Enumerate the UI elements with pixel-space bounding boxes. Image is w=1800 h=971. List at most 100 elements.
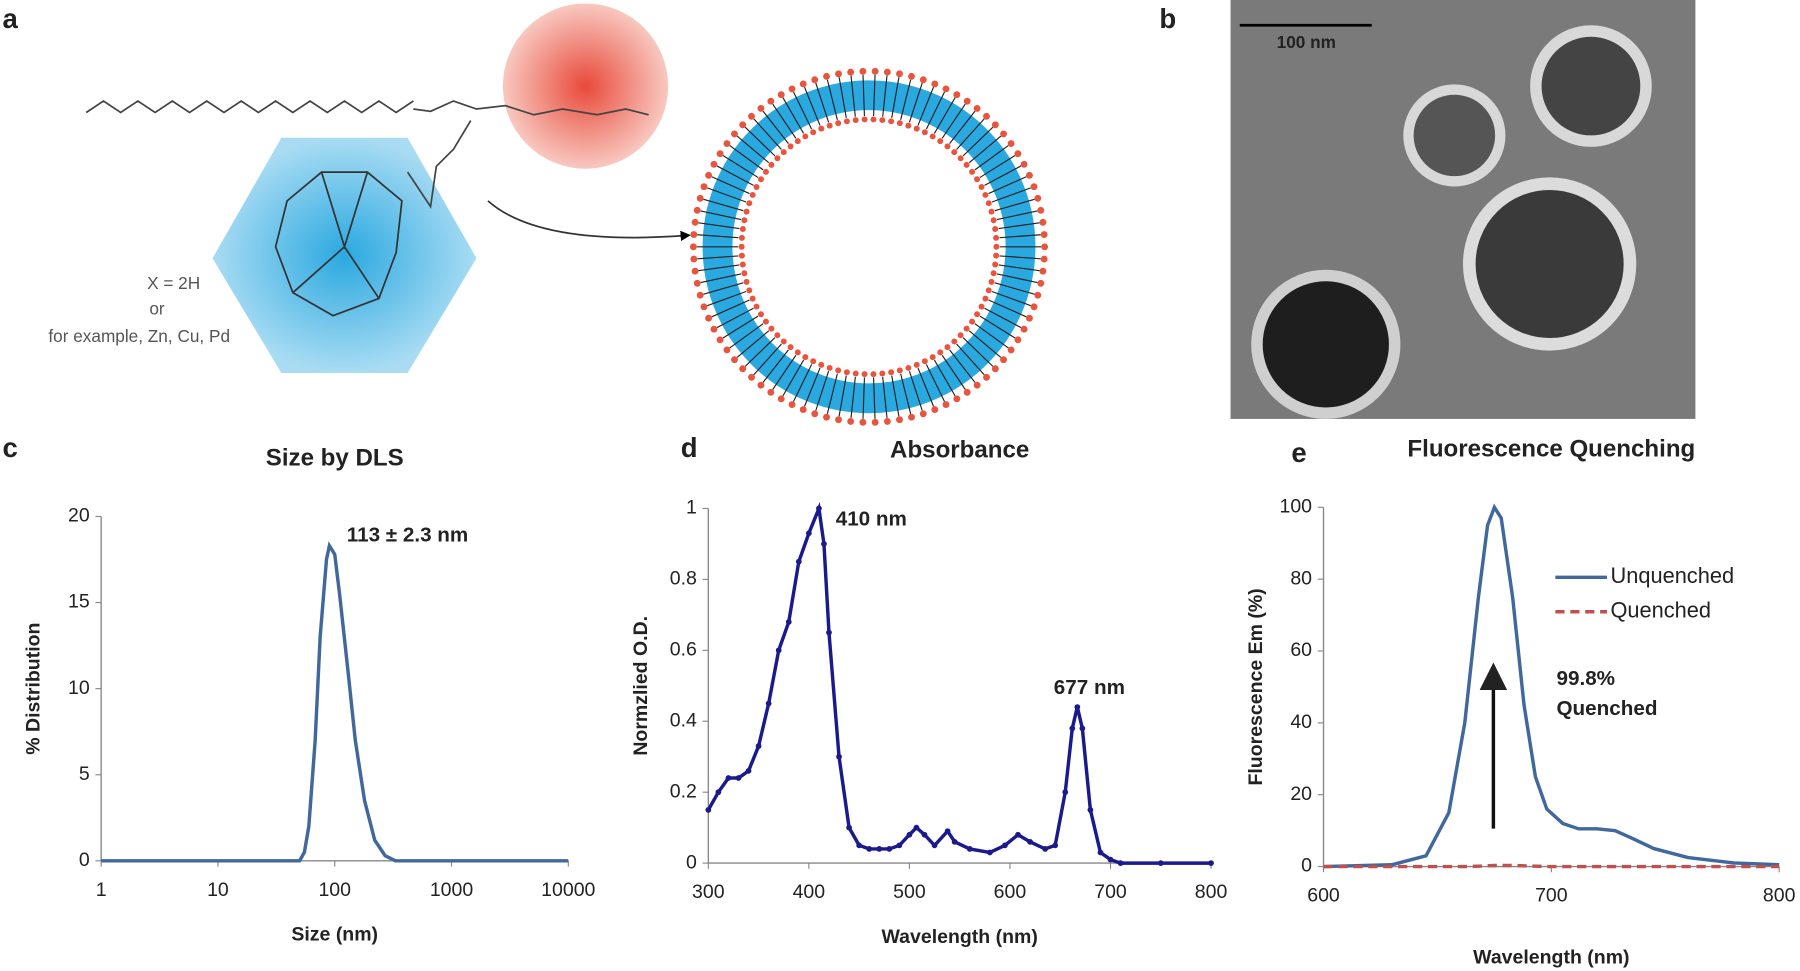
head: [951, 338, 958, 345]
chart-title: Absorbance: [890, 436, 1029, 463]
data-point: [715, 789, 722, 796]
x-tick-label: 800: [1763, 885, 1796, 907]
head: [738, 243, 745, 250]
head: [973, 381, 981, 389]
head: [1025, 171, 1033, 179]
head: [993, 234, 1000, 241]
head: [710, 160, 718, 168]
head: [905, 364, 912, 371]
head: [818, 125, 825, 132]
head: [888, 118, 895, 125]
head: [852, 117, 859, 124]
annotation: 677 nm: [1054, 676, 1125, 699]
tail: [941, 103, 966, 139]
head: [835, 120, 842, 127]
head: [835, 416, 842, 424]
metal-note: for example, Zn, Cu, Pd: [48, 326, 230, 346]
head: [985, 200, 992, 207]
head: [691, 267, 699, 275]
panel-label: d: [681, 432, 698, 463]
head: [811, 410, 819, 418]
data-point: [986, 849, 993, 856]
tail: [996, 273, 1038, 284]
y-tick-label: 10: [68, 677, 90, 699]
tail: [962, 337, 994, 367]
x-tick-label: 1000: [430, 879, 474, 901]
x-tick-label: 500: [893, 881, 926, 903]
tail: [996, 210, 1038, 221]
tail: [815, 82, 830, 123]
head: [1034, 291, 1042, 299]
tail: [698, 264, 740, 272]
tail: [772, 354, 797, 390]
head: [983, 373, 990, 381]
head: [883, 417, 891, 425]
chart-title: Fluorescence Quenching: [1407, 435, 1695, 462]
data-point: [1079, 725, 1086, 732]
tail: [991, 290, 1031, 307]
head: [993, 243, 1000, 250]
head: [847, 417, 855, 425]
head: [1025, 314, 1033, 322]
head: [883, 68, 891, 76]
data-point: [785, 619, 792, 625]
tail: [850, 75, 856, 117]
head: [799, 80, 807, 88]
head: [896, 416, 903, 424]
head: [743, 278, 750, 285]
head: [691, 218, 699, 226]
y-tick-label: 20: [68, 505, 90, 527]
head: [859, 418, 867, 426]
scale-bar-label: 100 nm: [1277, 32, 1336, 52]
data-point: [1015, 831, 1021, 838]
y-axis-label: % Distribution: [23, 623, 45, 755]
head: [802, 354, 809, 361]
metal-note: or: [149, 298, 165, 318]
data-point: [913, 824, 920, 831]
data-point: [1117, 860, 1124, 866]
head: [746, 200, 753, 207]
head: [982, 295, 989, 302]
head: [921, 129, 928, 136]
chart: Size by DLS Size (nm) % Distribution 0 5 10 15…: [23, 444, 596, 945]
head: [929, 133, 936, 140]
head: [696, 194, 704, 202]
tail: [968, 135, 1002, 164]
tail: [772, 103, 797, 139]
tail: [968, 330, 1002, 358]
head: [974, 176, 981, 183]
head: [896, 70, 903, 78]
head: [879, 117, 886, 124]
head: [978, 303, 985, 310]
tail: [999, 234, 1041, 239]
head: [1040, 231, 1048, 238]
head: [905, 122, 912, 129]
data-point: [1097, 849, 1104, 856]
head: [1039, 218, 1047, 226]
head: [871, 67, 879, 75]
head: [794, 349, 801, 356]
head: [1007, 346, 1015, 354]
head: [723, 346, 731, 354]
head: [978, 183, 985, 190]
y-tick-label: 0.4: [670, 709, 697, 731]
head: [913, 125, 920, 132]
tail: [716, 307, 754, 329]
head: [748, 373, 755, 381]
data-point: [1062, 789, 1069, 796]
data-point: [775, 647, 782, 654]
head: [963, 325, 970, 332]
y-tick-label: 5: [79, 763, 90, 785]
tail: [873, 74, 876, 117]
y-tick-label: 40: [1290, 711, 1312, 733]
head: [843, 118, 850, 125]
tail: [744, 126, 776, 157]
y-tick-label: 15: [68, 591, 90, 613]
data-point: [931, 842, 938, 849]
vesicle: [1251, 269, 1401, 419]
tail: [994, 282, 1035, 295]
head: [908, 72, 915, 80]
tail: [962, 126, 994, 157]
tail: [716, 165, 754, 186]
